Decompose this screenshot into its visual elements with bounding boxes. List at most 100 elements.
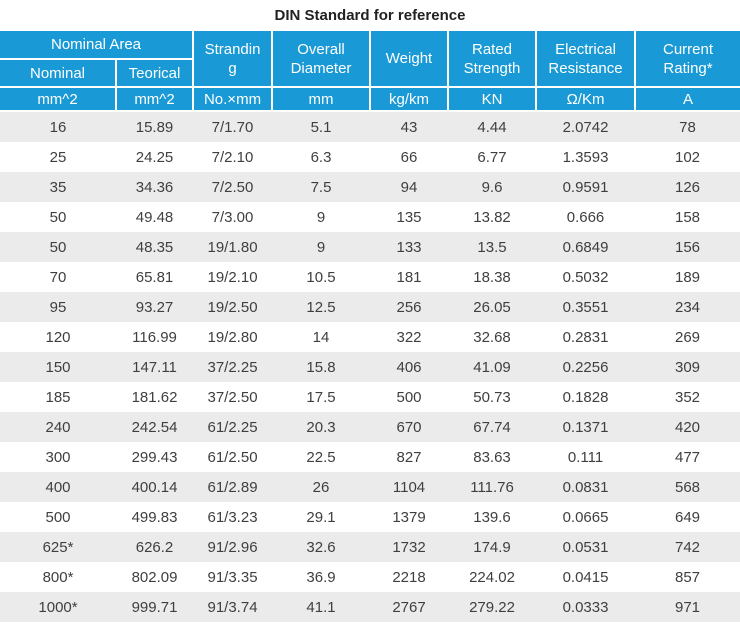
table-cell: 5.1 xyxy=(310,118,332,136)
table-cell: 22.5 xyxy=(306,448,336,466)
table-cell: 50 xyxy=(49,238,67,256)
col-header-teorical: Teorical xyxy=(114,58,195,88)
table-cell: 4.44 xyxy=(477,118,507,136)
table-cell: 6.3 xyxy=(310,148,332,166)
table-cell: 16 xyxy=(49,118,67,136)
table-cell: 7/3.00 xyxy=(211,208,254,226)
table-cell: 67.74 xyxy=(473,418,511,436)
table-cell: 0.0333 xyxy=(562,598,609,616)
table-cell: 25 xyxy=(49,148,67,166)
table-cell: 139.6 xyxy=(473,508,511,526)
table-cell: 19/2.10 xyxy=(207,268,258,286)
table-row: 800* 802.09 91/3.35 36.9 2218 224.02 0.0415 857 xyxy=(0,562,740,592)
table-cell: 7.5 xyxy=(310,178,332,196)
unit-weight: kg/km xyxy=(369,86,450,112)
table-cell: 999.71 xyxy=(131,598,178,616)
table-cell: 0.0531 xyxy=(562,538,609,556)
header-row-2: Nominal Teorical xyxy=(0,58,740,88)
table-cell: 189 xyxy=(675,268,701,286)
table-cell: 309 xyxy=(675,358,701,376)
table-cell: 13.5 xyxy=(477,238,507,256)
table-row: 500 499.83 61/3.23 29.1 1379 139.6 0.0665 649 xyxy=(0,502,740,532)
table-cell: 1379 xyxy=(392,508,426,526)
table-cell: 181.62 xyxy=(131,388,178,406)
table-cell: 242.54 xyxy=(131,418,178,436)
table-cell: 95 xyxy=(49,298,67,316)
table-cell: 279.22 xyxy=(469,598,515,616)
table-cell: 1.3593 xyxy=(562,148,609,166)
table-cell: 269 xyxy=(675,328,701,346)
table-cell: 19/2.50 xyxy=(207,298,258,316)
table-cell: 94 xyxy=(400,178,418,196)
table-row: 1000* 999.71 91/3.74 41.1 2767 279.22 0.0333 97… xyxy=(0,592,740,622)
table-cell: 10.5 xyxy=(306,268,336,286)
table-cell: 0.0665 xyxy=(562,508,609,526)
table-cell: 133 xyxy=(396,238,422,256)
table-cell: 120 xyxy=(45,328,71,346)
table-cell: 9 xyxy=(316,208,326,226)
table-cell: 83.63 xyxy=(473,448,511,466)
table-cell: 156 xyxy=(675,238,701,256)
table-cell: 174.9 xyxy=(473,538,511,556)
table-cell: 70 xyxy=(49,268,67,286)
table-cell: 0.0831 xyxy=(562,478,609,496)
table-cell: 61/2.25 xyxy=(207,418,258,436)
table-row: 300 299.43 61/2.50 22.5 827 83.63 0.111 477 xyxy=(0,442,740,472)
table-cell: 352 xyxy=(675,388,701,406)
table-cell: 32.6 xyxy=(306,538,336,556)
table-cell: 499.83 xyxy=(131,508,178,526)
table-cell: 6.77 xyxy=(477,148,507,166)
table-cell: 0.666 xyxy=(566,208,605,226)
unit-overall-diameter: mm xyxy=(271,86,372,112)
table-cell: 19/2.80 xyxy=(207,328,258,346)
table-cell: 15.89 xyxy=(135,118,174,136)
table-cell: 91/3.74 xyxy=(207,598,258,616)
table-cell: 9 xyxy=(316,238,326,256)
table-row: 35 34.36 7/2.50 7.5 94 9.6 0.9591 126 xyxy=(0,172,740,202)
table-cell: 299.43 xyxy=(131,448,178,466)
table-cell: 36.9 xyxy=(306,568,336,586)
table-cell: 240 xyxy=(45,418,71,436)
table-cell: 670 xyxy=(396,418,422,436)
table-cell: 50 xyxy=(49,208,67,226)
table-cell: 625* xyxy=(42,538,74,556)
table-row: 150 147.11 37/2.25 15.8 406 41.09 0.2256 309 xyxy=(0,352,740,382)
table-cell: 626.2 xyxy=(135,538,174,556)
table-cell: 0.3551 xyxy=(562,298,609,316)
table-cell: 224.02 xyxy=(469,568,515,586)
table-cell: 0.111 xyxy=(567,448,604,466)
table-cell: 0.2831 xyxy=(562,328,609,346)
table-cell: 1000* xyxy=(38,598,78,616)
table-cell: 7/1.70 xyxy=(211,118,254,136)
table-cell: 65.81 xyxy=(135,268,174,286)
table-cell: 147.11 xyxy=(132,358,177,376)
table-cell: 500 xyxy=(45,508,71,526)
table-cell: 41.1 xyxy=(306,598,336,616)
table-cell: 500 xyxy=(396,388,422,406)
col-header-rated-strength: Rated Strength xyxy=(447,31,538,88)
unit-nominal: mm^2 xyxy=(0,86,117,112)
col-header-nominal-area: Nominal Area xyxy=(0,31,195,60)
col-header-weight: Weight xyxy=(369,31,450,88)
table-cell: 50.73 xyxy=(473,388,511,406)
table-cell: 13.82 xyxy=(473,208,511,226)
table-row: 240 242.54 61/2.25 20.3 670 67.74 0.1371 420 xyxy=(0,412,740,442)
table-cell: 0.6849 xyxy=(562,238,609,256)
table-cell: 742 xyxy=(675,538,701,556)
table-cell: 1104 xyxy=(392,478,426,496)
table-cell: 78 xyxy=(679,118,696,136)
table-cell: 66 xyxy=(400,148,418,166)
table-cell: 32.68 xyxy=(473,328,511,346)
table-cell: 14 xyxy=(312,328,330,346)
table-cell: 2218 xyxy=(392,568,426,586)
table-cell: 971 xyxy=(675,598,701,616)
table-cell: 61/2.50 xyxy=(207,448,258,466)
table-cell: 26.05 xyxy=(473,298,511,316)
table-row: 400 400.14 61/2.89 26 1104 111.76 0.0831 568 xyxy=(0,472,740,502)
table-cell: 126 xyxy=(675,178,701,196)
table-cell: 17.5 xyxy=(306,388,336,406)
table-cell: 0.2256 xyxy=(562,358,609,376)
table-cell: 93.27 xyxy=(135,298,174,316)
table-cell: 34.36 xyxy=(135,178,174,196)
